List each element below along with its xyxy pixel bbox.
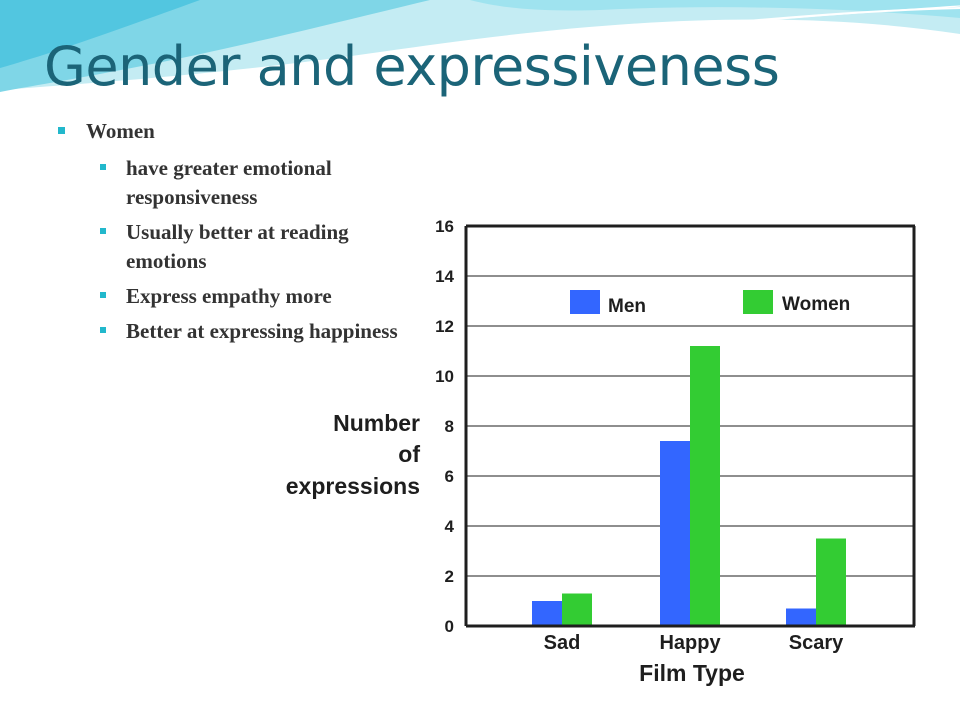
x-category-label: Sad xyxy=(544,632,581,654)
chart-legend: Men Women xyxy=(570,290,850,317)
y-axis-ticks: 0 2 4 6 8 10 12 14 16 xyxy=(435,217,454,636)
bar-women-sad xyxy=(562,593,592,626)
square-bullet-icon xyxy=(100,327,106,333)
square-bullet-icon xyxy=(100,228,106,234)
y-axis-title-line-2: of xyxy=(398,441,420,467)
sub-bullet-item: have greater emotional responsiveness xyxy=(58,154,408,212)
y-tick-label: 2 xyxy=(445,567,454,586)
sub-bullet-item: Usually better at reading emotions xyxy=(58,218,408,276)
bar-women-scary xyxy=(816,538,846,626)
y-tick-label: 8 xyxy=(445,417,454,436)
bullet-text: Usually better at reading emotions xyxy=(126,220,349,273)
slide-title: Gender and expressiveness xyxy=(44,35,780,98)
bullet-text: Better at expressing happiness xyxy=(126,319,398,343)
y-tick-label: 14 xyxy=(435,267,454,286)
x-axis-title: Film Type xyxy=(639,660,745,686)
y-tick-label: 0 xyxy=(445,617,454,636)
y-tick-label: 12 xyxy=(435,317,454,336)
bar-men-scary xyxy=(786,608,816,626)
legend-label-men: Men xyxy=(608,296,646,317)
legend-swatch-men xyxy=(570,290,600,314)
bullet-item: Women xyxy=(58,117,408,146)
bar-women-happy xyxy=(690,346,720,626)
chart-axes xyxy=(464,224,916,628)
decorative-wave-header xyxy=(0,0,960,105)
y-axis-title-line-1: Number xyxy=(333,410,420,436)
wave-top-right xyxy=(470,0,960,18)
y-tick-label: 6 xyxy=(445,467,454,486)
bar-men-happy xyxy=(660,441,690,626)
sub-bullet-item: Express empathy more xyxy=(58,282,408,311)
legend-label-women: Women xyxy=(782,294,850,315)
legend-swatch-women xyxy=(743,290,773,314)
bar-men-sad xyxy=(532,601,562,626)
square-bullet-icon xyxy=(100,292,106,298)
bullet-text: Women xyxy=(86,119,155,143)
y-axis-title-line-3: expressions xyxy=(286,473,420,499)
x-category-label: Scary xyxy=(789,632,844,654)
square-bullet-icon xyxy=(100,164,106,170)
bullet-list: Women have greater emotional responsiven… xyxy=(58,117,408,346)
square-bullet-icon xyxy=(58,127,65,134)
bullet-text: have greater emotional responsiveness xyxy=(126,156,332,209)
y-tick-label: 10 xyxy=(435,367,454,386)
y-tick-label: 16 xyxy=(435,217,454,236)
x-category-label: Happy xyxy=(659,632,721,654)
x-axis-categories: Sad Happy Scary xyxy=(544,632,844,654)
y-tick-label: 4 xyxy=(445,517,455,536)
chart-bars xyxy=(532,346,846,626)
bullet-text: Express empathy more xyxy=(126,284,332,308)
sub-bullet-item: Better at expressing happiness xyxy=(58,317,408,346)
wave-dark xyxy=(0,0,200,68)
